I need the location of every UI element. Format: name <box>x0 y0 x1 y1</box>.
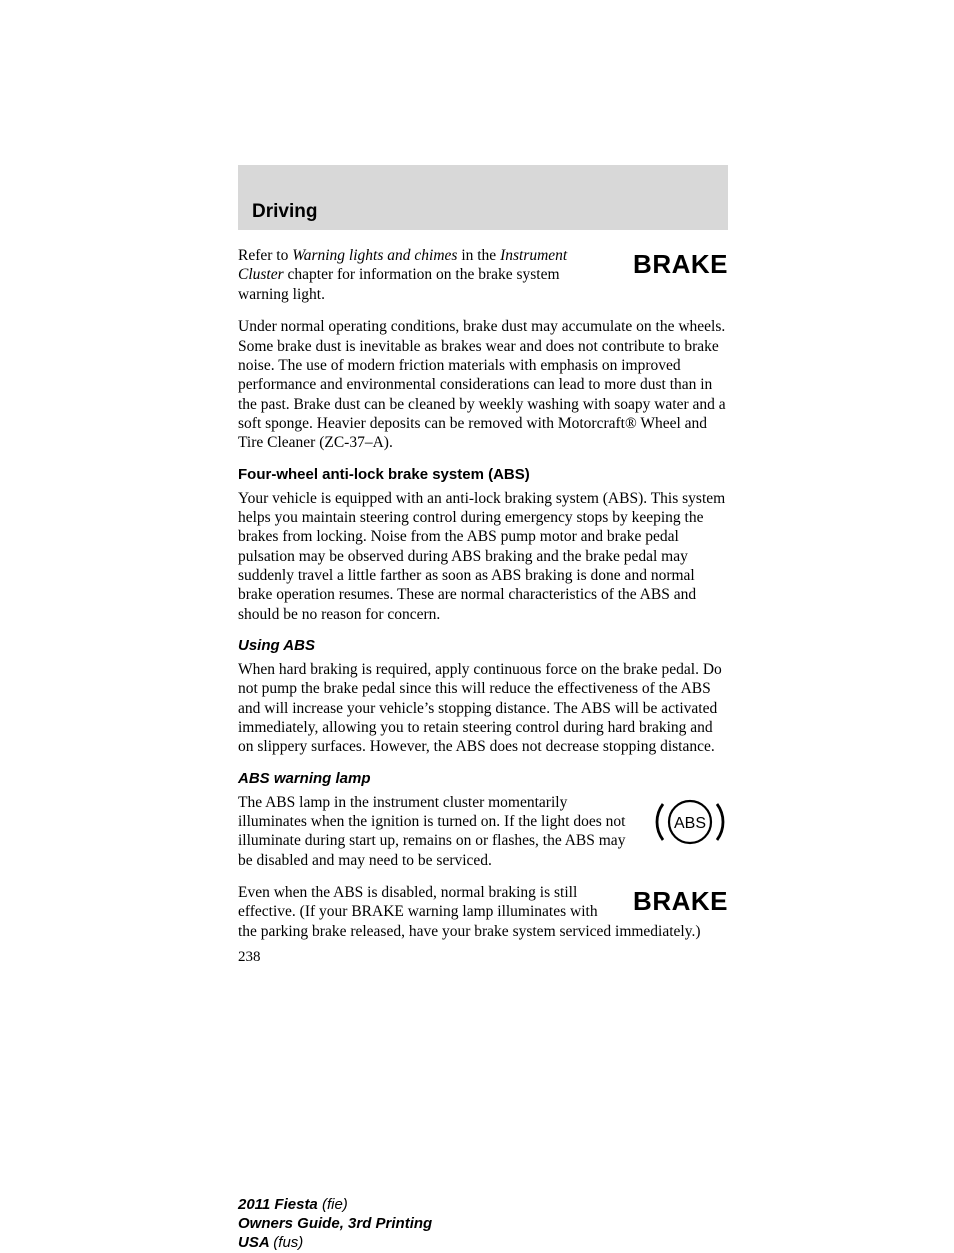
paragraph-abs-desc: Your vehicle is equipped with an anti-lo… <box>238 489 728 625</box>
footer-code: (fie) <box>322 1196 348 1213</box>
text-italic: Warning lights and chimes <box>292 247 457 264</box>
brake-text-icon: BRAKE <box>633 885 728 918</box>
paragraph-using-abs: When hard braking is required, apply con… <box>238 660 728 757</box>
text: chapter for information on the brake sys… <box>238 266 560 302</box>
brake-warning-icon: BRAKE <box>633 248 728 281</box>
heading-abs: Four-wheel anti-lock brake system (ABS) <box>238 466 728 485</box>
footer-line-3: USA (fus) <box>238 1233 432 1252</box>
heading-using-abs: Using ABS <box>238 637 728 656</box>
footer-model: 2011 Fiesta <box>238 1196 322 1213</box>
section-header: Driving <box>238 165 728 230</box>
page-number: 238 <box>238 948 728 967</box>
page-content: BRAKE Refer to Warning lights and chimes… <box>238 246 728 967</box>
brake-warning-icon-2: BRAKE <box>633 885 728 918</box>
paragraph-dust: Under normal operating conditions, brake… <box>238 317 728 453</box>
page-footer: 2011 Fiesta (fie) Owners Guide, 3rd Prin… <box>238 1195 432 1253</box>
footer-line-2: Owners Guide, 3rd Printing <box>238 1214 432 1233</box>
brake-text-icon: BRAKE <box>633 248 728 281</box>
text: in the <box>457 247 500 264</box>
footer-line-1: 2011 Fiesta (fie) <box>238 1195 432 1214</box>
section-title: Driving <box>252 201 317 223</box>
footer-code: (fus) <box>273 1234 303 1251</box>
text: Refer to <box>238 247 292 264</box>
heading-abs-lamp: ABS warning lamp <box>238 770 728 789</box>
abs-icon-label: ABS <box>674 815 706 832</box>
abs-warning-icon: ABS <box>652 795 728 849</box>
footer-region: USA <box>238 1234 273 1251</box>
